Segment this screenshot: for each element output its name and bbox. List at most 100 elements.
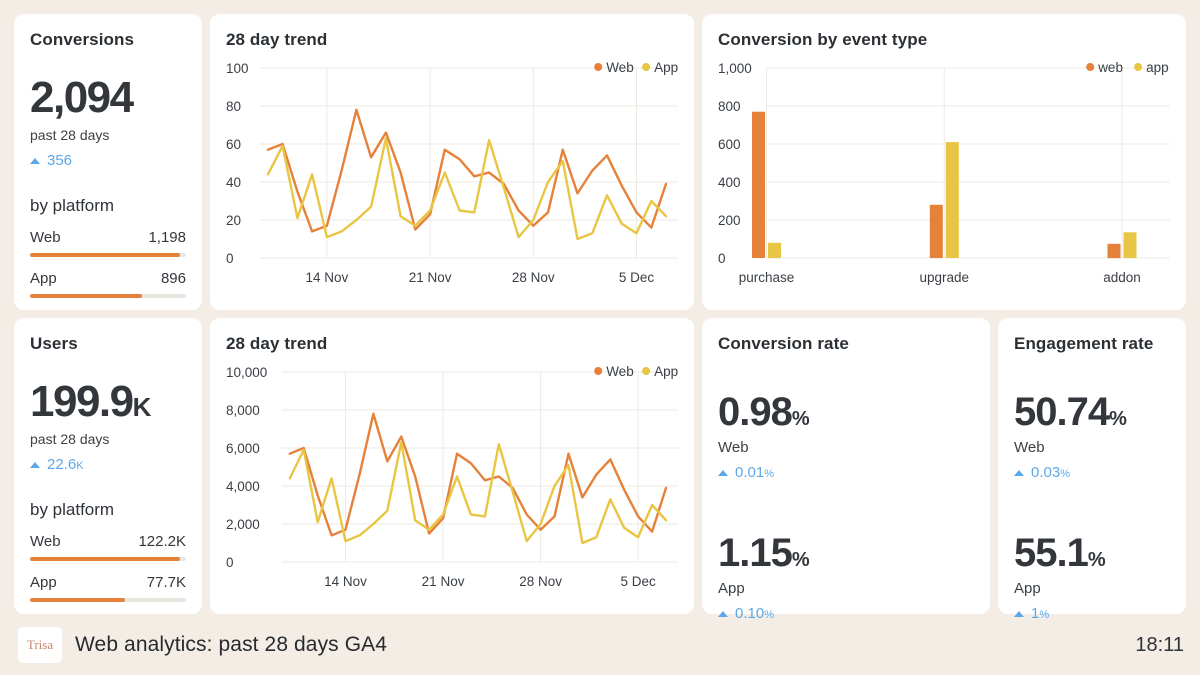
metric-delta: 0.01% — [718, 464, 974, 481]
up-triangle-icon — [1014, 469, 1024, 476]
metric-value: 0.98% — [718, 390, 810, 434]
svg-text:web: web — [1097, 60, 1123, 75]
up-triangle-icon — [718, 610, 728, 617]
metric-block: 1.15% App 0.10% — [718, 533, 974, 622]
svg-text:6,000: 6,000 — [226, 441, 260, 456]
svg-text:40: 40 — [226, 175, 241, 190]
svg-text:200: 200 — [718, 213, 741, 228]
conversions-total-value: 2,094 — [30, 76, 186, 120]
legend-dot-web — [1086, 63, 1095, 71]
event-type-chart: 0 200 400 600 800 1,000 purchase upgrade addon ap… — [718, 54, 1170, 290]
metric-delta: 0.03% — [1014, 464, 1170, 481]
bar-app-purchase — [768, 242, 781, 258]
metric-platform-label: Web — [1014, 439, 1045, 456]
series-line-app — [288, 441, 668, 545]
bar-chart-svg: 0 200 400 600 800 1,000 purchase upgrade addon ap… — [718, 60, 1170, 285]
footer-bar: Trisa Web analytics: past 28 days GA4 18… — [0, 614, 1200, 663]
platform-bar-track — [30, 294, 186, 298]
users-platform-list: Web 122.2K App 77.7K — [30, 533, 186, 602]
up-triangle-icon — [718, 469, 728, 476]
card-users: Users 199.9K past 28 days 22.6K by platf… — [14, 318, 202, 614]
svg-text:1,000: 1,000 — [718, 61, 752, 76]
svg-text:purchase: purchase — [739, 270, 795, 285]
metric-block: 0.98% Web 0.01% — [718, 392, 974, 481]
svg-text:28 Nov: 28 Nov — [512, 270, 555, 285]
metric-block: 50.74% Web 0.03% — [1014, 392, 1170, 481]
card-title-conversions-trend: 28 day trend — [226, 30, 328, 49]
users-total-suffix: K — [132, 392, 152, 422]
card-conversions-trend: 28 day trend 0 20 40 60 80 100 14 Nov 21 Nov 28 … — [210, 14, 694, 310]
up-triangle-icon — [30, 461, 40, 468]
svg-text:5 Dec: 5 Dec — [619, 270, 655, 285]
svg-text:800: 800 — [718, 99, 741, 114]
conversions-delta-value: 356 — [47, 152, 73, 169]
platform-row: Web 1,198 — [30, 229, 186, 257]
metric-delta: 0.10% — [718, 605, 974, 622]
users-trend-chart: 0 2,000 4,000 6,000 8,000 10,000 14 Nov 21 Nov 2… — [226, 358, 678, 594]
engagement-rate-metrics: 50.74% Web 0.03% 55.1% App 1% — [1014, 392, 1170, 622]
platform-row: App 896 — [30, 270, 186, 298]
svg-text:600: 600 — [718, 137, 741, 152]
conversions-total-number: 2,094 — [30, 73, 134, 122]
platform-label: Web — [30, 229, 61, 246]
svg-text:addon: addon — [1103, 270, 1141, 285]
svg-text:Web: Web — [606, 60, 634, 75]
bar-app-addon — [1123, 232, 1137, 258]
card-title-users: Users — [30, 334, 78, 353]
svg-text:upgrade: upgrade — [919, 270, 969, 285]
svg-text:100: 100 — [226, 61, 249, 76]
conversions-breakdown-label: by platform — [30, 196, 115, 215]
svg-text:2,000: 2,000 — [226, 517, 260, 532]
platform-row: App 77.7K — [30, 574, 186, 602]
card-conversion-rate: Conversion rate 0.98% Web 0.01% 1.15% App 0.1… — [702, 318, 990, 622]
card-title-conversions: Conversions — [30, 30, 135, 49]
svg-text:4,000: 4,000 — [226, 479, 260, 494]
users-breakdown-label: by platform — [30, 500, 115, 519]
conversions-platform-list: Web 1,198 App 896 — [30, 229, 186, 298]
svg-text:21 Nov: 21 Nov — [422, 574, 465, 589]
series-line-web — [288, 412, 668, 537]
svg-text:5 Dec: 5 Dec — [620, 574, 656, 589]
platform-label: App — [30, 270, 57, 287]
platform-row-header: App 77.7K — [30, 574, 186, 598]
conversion-rate-metrics: 0.98% Web 0.01% 1.15% App 0.10% — [718, 392, 974, 622]
brand-logo-text: Trisa — [26, 637, 54, 652]
card-title-event-type: Conversion by event type — [718, 30, 928, 49]
platform-value: 1,198 — [148, 229, 186, 246]
platform-row-header: Web 1,198 — [30, 229, 186, 253]
platform-bar-fill — [30, 557, 180, 561]
svg-text:60: 60 — [226, 137, 241, 152]
svg-text:14 Nov: 14 Nov — [324, 574, 367, 589]
series-line-app — [266, 137, 668, 241]
platform-row-header: Web 122.2K — [30, 533, 186, 557]
svg-text:0: 0 — [226, 555, 234, 570]
users-total-number: 199.9 — [30, 377, 134, 426]
dashboard: Conversions 2,094 past 28 days 356 by pl… — [14, 14, 1186, 622]
svg-text:8,000: 8,000 — [226, 403, 260, 418]
conversions-trend-chart: 0 20 40 60 80 100 14 Nov 21 Nov 28 Nov 5 Dec App We… — [226, 54, 678, 290]
platform-row-header: App 896 — [30, 270, 186, 294]
svg-text:80: 80 — [226, 99, 241, 114]
svg-text:0: 0 — [226, 251, 234, 266]
up-triangle-icon — [30, 157, 40, 164]
metric-block: 55.1% App 1% — [1014, 533, 1170, 622]
metric-delta: 1% — [1014, 605, 1170, 622]
card-engagement-rate: Engagement rate 50.74% Web 0.03% 55.1% App 1% — [998, 318, 1186, 622]
svg-text:0: 0 — [718, 251, 726, 266]
card-title-conversion-rate: Conversion rate — [718, 334, 849, 353]
clock-time: 18:11 — [1135, 633, 1184, 656]
up-triangle-icon — [1014, 610, 1024, 617]
users-delta-value: 22.6K — [47, 456, 84, 473]
dashboard-title: Web analytics: past 28 days GA4 — [75, 633, 388, 656]
platform-bar-fill — [30, 253, 180, 257]
bottom-row: Users 199.9K past 28 days 22.6K by platf… — [14, 318, 1186, 622]
card-title-engagement-rate: Engagement rate — [1014, 334, 1154, 353]
card-event-type: Conversion by event type 0 200 400 600 800 1,… — [702, 14, 1186, 310]
svg-text:10,000: 10,000 — [226, 365, 267, 380]
platform-bar-fill — [30, 294, 143, 298]
series-line-web — [266, 108, 668, 233]
card-conversions: Conversions 2,094 past 28 days 356 by pl… — [14, 14, 202, 310]
card-users-trend: 28 day trend 0 2,000 4,000 6,000 8,000 10,000… — [210, 318, 694, 614]
platform-value: 896 — [160, 270, 186, 287]
metric-value: 50.74% — [1014, 390, 1127, 434]
